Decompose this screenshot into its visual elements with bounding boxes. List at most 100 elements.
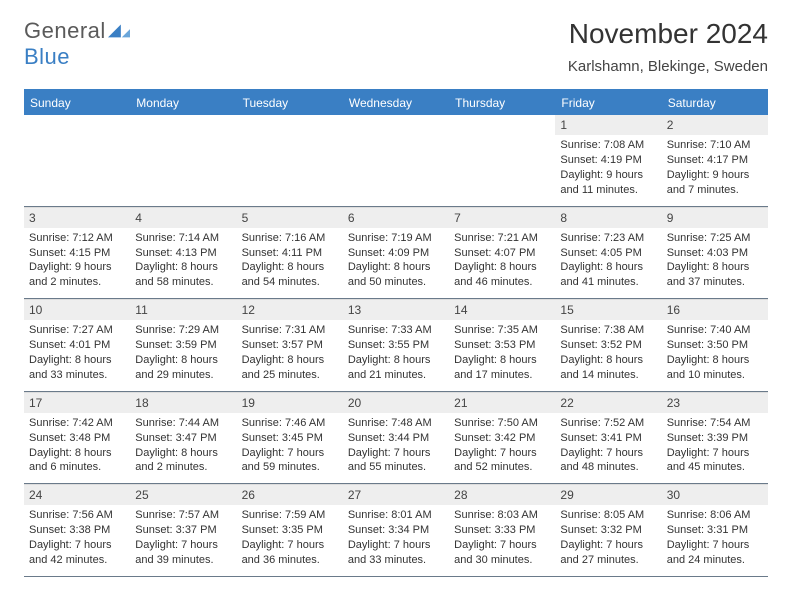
daylight-text: Daylight: 9 hours xyxy=(29,260,125,275)
logo-text: General Blue xyxy=(24,18,106,70)
calendar-cell: 8 Sunrise: 7:23 AMSunset: 4:05 PMDaylight… xyxy=(555,207,661,299)
calendar-cell: 3Sunrise: 7:12 AMSunset: 4:15 PMDaylight… xyxy=(24,207,130,299)
daylight-text: and 50 minutes. xyxy=(348,275,444,290)
daylight-text: Daylight: 8 hours xyxy=(560,353,656,368)
day-number: 8 xyxy=(555,207,661,228)
empty-daynum xyxy=(237,115,343,135)
daylight-text: Daylight: 8 hours xyxy=(454,260,550,275)
day-number: 6 xyxy=(343,207,449,228)
sunrise-text: Sunrise: 7:23 AM xyxy=(560,231,656,246)
sunset-text: Sunset: 3:34 PM xyxy=(348,523,444,538)
daylight-text: Daylight: 9 hours xyxy=(667,168,763,183)
logo-text-2: Blue xyxy=(24,44,70,69)
sunset-text: Sunset: 4:01 PM xyxy=(29,338,125,353)
daylight-text: Daylight: 7 hours xyxy=(454,446,550,461)
sunrise-text: Sunrise: 7:12 AM xyxy=(29,231,125,246)
calendar-cell: 25Sunrise: 7:57 AMSunset: 3:37 PMDayligh… xyxy=(130,484,236,576)
day-number: 20 xyxy=(343,392,449,413)
daylight-text: and 33 minutes. xyxy=(348,553,444,568)
daylight-text: Daylight: 7 hours xyxy=(242,538,338,553)
daylight-text: and 6 minutes. xyxy=(29,460,125,475)
day-number: 23 xyxy=(662,392,768,413)
daylight-text: and 17 minutes. xyxy=(454,368,550,383)
sunrise-text: Sunrise: 7:16 AM xyxy=(242,231,338,246)
calendar-cell: 29Sunrise: 8:05 AMSunset: 3:32 PMDayligh… xyxy=(555,484,661,576)
day-number: 10 xyxy=(24,299,130,320)
day-number: 2 xyxy=(662,115,768,135)
sunrise-text: Sunrise: 8:01 AM xyxy=(348,508,444,523)
sunrise-text: Sunrise: 7:57 AM xyxy=(135,508,231,523)
calendar-cell: 11Sunrise: 7:29 AMSunset: 3:59 PMDayligh… xyxy=(130,299,236,391)
sunset-text: Sunset: 4:07 PM xyxy=(454,246,550,261)
empty-daynum xyxy=(130,115,236,135)
day-number: 21 xyxy=(449,392,555,413)
daylight-text: and 11 minutes. xyxy=(560,183,656,198)
daylight-text: and 2 minutes. xyxy=(135,460,231,475)
sunset-text: Sunset: 3:41 PM xyxy=(560,431,656,446)
daylight-text: Daylight: 8 hours xyxy=(135,446,231,461)
day-number: 22 xyxy=(555,392,661,413)
sunset-text: Sunset: 3:31 PM xyxy=(667,523,763,538)
daylight-text: and 52 minutes. xyxy=(454,460,550,475)
day-number: 26 xyxy=(237,484,343,505)
sunset-text: Sunset: 4:11 PM xyxy=(242,246,338,261)
sunrise-text: Sunrise: 7:38 AM xyxy=(560,323,656,338)
sunrise-text: Sunrise: 7:21 AM xyxy=(454,231,550,246)
sunrise-text: Sunrise: 7:29 AM xyxy=(135,323,231,338)
sunrise-text: Sunrise: 8:05 AM xyxy=(560,508,656,523)
daylight-text: and 14 minutes. xyxy=(560,368,656,383)
calendar-cell: 17Sunrise: 7:42 AMSunset: 3:48 PMDayligh… xyxy=(24,392,130,484)
sunset-text: Sunset: 3:35 PM xyxy=(242,523,338,538)
daylight-text: Daylight: 8 hours xyxy=(560,260,656,275)
logo-text-1: General xyxy=(24,18,106,43)
day-number: 19 xyxy=(237,392,343,413)
day-number: 30 xyxy=(662,484,768,505)
calendar-cell: 14Sunrise: 7:35 AMSunset: 3:53 PMDayligh… xyxy=(449,299,555,391)
sunset-text: Sunset: 4:09 PM xyxy=(348,246,444,261)
empty-daynum xyxy=(343,115,449,135)
sunset-text: Sunset: 4:05 PM xyxy=(560,246,656,261)
daylight-text: and 42 minutes. xyxy=(29,553,125,568)
calendar-cell: 4Sunrise: 7:14 AMSunset: 4:13 PMDaylight… xyxy=(130,207,236,299)
sunset-text: Sunset: 3:44 PM xyxy=(348,431,444,446)
daylight-text: and 37 minutes. xyxy=(667,275,763,290)
sunset-text: Sunset: 3:32 PM xyxy=(560,523,656,538)
day-number: 4 xyxy=(130,207,236,228)
calendar-week: 17Sunrise: 7:42 AMSunset: 3:48 PMDayligh… xyxy=(24,392,768,485)
daylight-text: and 36 minutes. xyxy=(242,553,338,568)
sunrise-text: Sunrise: 7:54 AM xyxy=(667,416,763,431)
sunrise-text: Sunrise: 7:10 AM xyxy=(667,138,763,153)
calendar-cell-empty xyxy=(343,115,449,206)
calendar-cell: 7Sunrise: 7:21 AMSunset: 4:07 PMDaylight… xyxy=(449,207,555,299)
sunset-text: Sunset: 3:48 PM xyxy=(29,431,125,446)
sunrise-text: Sunrise: 7:31 AM xyxy=(242,323,338,338)
title-block: November 2024 Karlshamn, Blekinge, Swede… xyxy=(568,18,768,75)
calendar-cell: 15Sunrise: 7:38 AMSunset: 3:52 PMDayligh… xyxy=(555,299,661,391)
day-header-cell: Sunday xyxy=(24,91,130,115)
calendar-cell: 10Sunrise: 7:27 AMSunset: 4:01 PMDayligh… xyxy=(24,299,130,391)
daylight-text: and 30 minutes. xyxy=(454,553,550,568)
sunrise-text: Sunrise: 7:35 AM xyxy=(454,323,550,338)
sunrise-text: Sunrise: 7:56 AM xyxy=(29,508,125,523)
calendar-cell: 16Sunrise: 7:40 AMSunset: 3:50 PMDayligh… xyxy=(662,299,768,391)
sunset-text: Sunset: 4:17 PM xyxy=(667,153,763,168)
sunrise-text: Sunrise: 7:59 AM xyxy=(242,508,338,523)
calendar-cell: 26 Sunrise: 7:59 AMSunset: 3:35 PMDayligh… xyxy=(237,484,343,576)
calendar-cell: 13Sunrise: 7:33 AMSunset: 3:55 PMDayligh… xyxy=(343,299,449,391)
weeks-container: 1Sunrise: 7:08 AMSunset: 4:19 PMDaylight… xyxy=(24,115,768,577)
calendar-week: 1Sunrise: 7:08 AMSunset: 4:19 PMDaylight… xyxy=(24,115,768,207)
calendar-cell-empty xyxy=(130,115,236,206)
daylight-text: and 2 minutes. xyxy=(29,275,125,290)
sunset-text: Sunset: 3:38 PM xyxy=(29,523,125,538)
calendar: SundayMondayTuesdayWednesdayThursdayFrid… xyxy=(24,89,768,577)
day-number: 3 xyxy=(24,207,130,228)
calendar-cell: 20Sunrise: 7:48 AMSunset: 3:44 PMDayligh… xyxy=(343,392,449,484)
daylight-text: and 59 minutes. xyxy=(242,460,338,475)
calendar-cell-empty xyxy=(237,115,343,206)
daylight-text: and 29 minutes. xyxy=(135,368,231,383)
calendar-cell: 2 Sunrise: 7:10 AMSunset: 4:17 PMDaylight… xyxy=(662,115,768,206)
calendar-cell: 27Sunrise: 8:01 AMSunset: 3:34 PMDayligh… xyxy=(343,484,449,576)
daylight-text: and 55 minutes. xyxy=(348,460,444,475)
day-number: 18 xyxy=(130,392,236,413)
daylight-text: and 27 minutes. xyxy=(560,553,656,568)
